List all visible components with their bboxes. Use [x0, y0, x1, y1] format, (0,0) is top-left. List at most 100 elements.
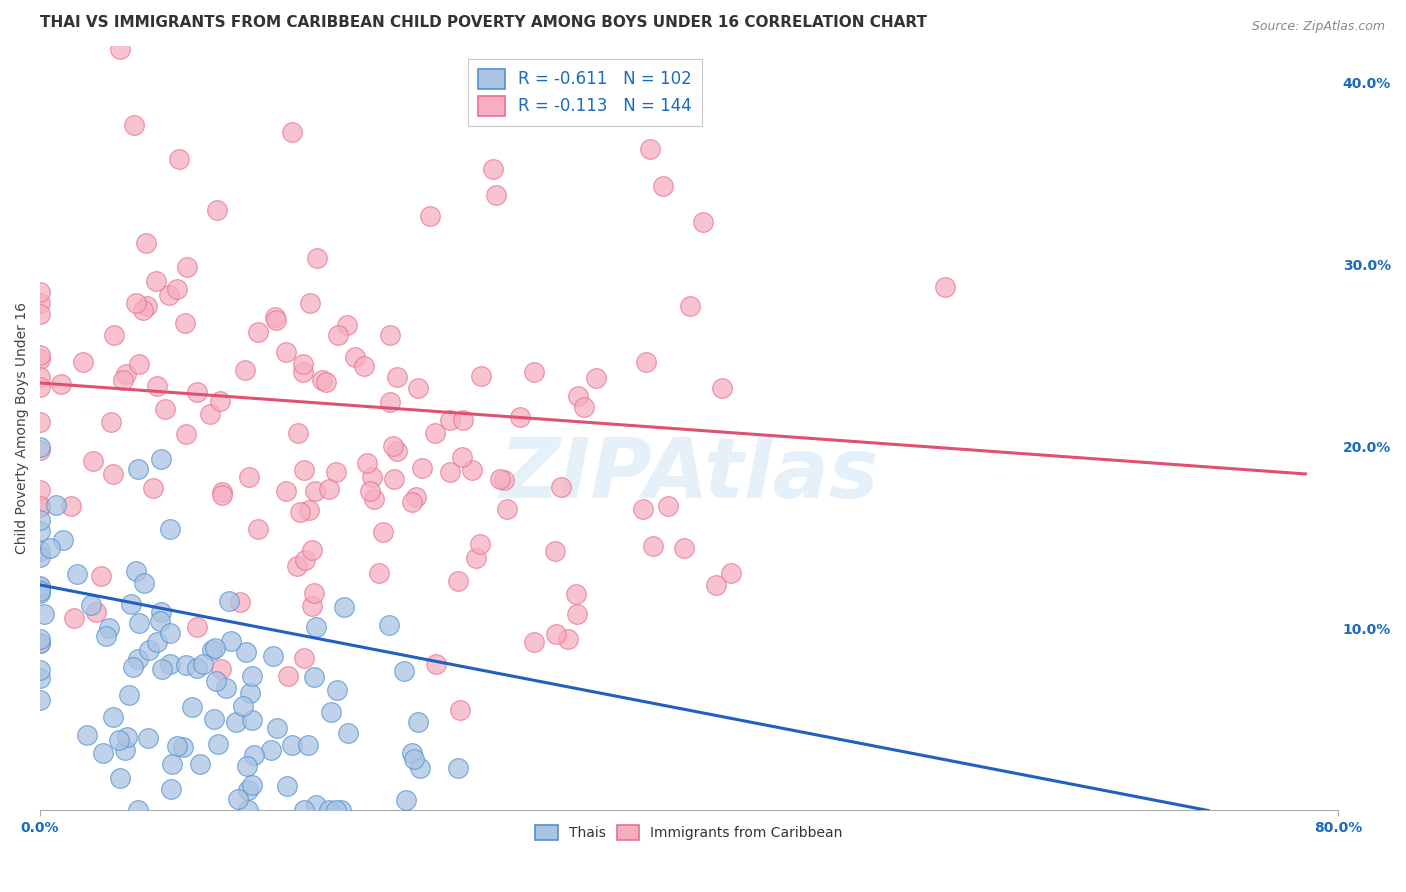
Point [166, 282, 188, 296]
Point [395, 793, 418, 807]
Point [174, 427, 197, 442]
Point [565, 587, 588, 601]
Point [318, 804, 340, 818]
Point [262, 648, 284, 663]
Point [114, 743, 136, 757]
Point [336, 318, 359, 333]
Point [30, 483, 52, 497]
Point [136, 731, 159, 746]
Point [159, 522, 181, 536]
Point [202, 712, 225, 726]
Point [301, 599, 323, 614]
Point [405, 491, 427, 505]
Point [439, 465, 461, 479]
Point [103, 328, 125, 343]
Point [453, 412, 475, 426]
Point [301, 543, 323, 558]
Point [657, 500, 679, 514]
Point [134, 576, 156, 591]
Point [305, 251, 328, 265]
Point [30, 352, 52, 367]
Point [52, 533, 75, 547]
Point [30, 549, 52, 564]
Point [638, 142, 661, 156]
Point [84, 605, 107, 619]
Point [186, 620, 208, 634]
Point [406, 715, 429, 730]
Point [292, 804, 315, 818]
Point [30, 579, 52, 593]
Point [127, 461, 149, 475]
Point [239, 686, 262, 700]
Point [485, 187, 508, 202]
Point [232, 698, 254, 713]
Point [710, 381, 733, 395]
Point [30, 524, 52, 538]
Point [692, 214, 714, 228]
Point [328, 327, 350, 342]
Point [460, 462, 482, 476]
Point [509, 410, 531, 425]
Point [292, 365, 315, 379]
Point [294, 552, 316, 566]
Point [63, 611, 86, 625]
Point [159, 626, 181, 640]
Point [401, 747, 423, 761]
Point [401, 495, 423, 509]
Point [101, 467, 124, 481]
Point [585, 371, 607, 385]
Point [186, 384, 208, 399]
Text: Source: ZipAtlas.com: Source: ZipAtlas.com [1251, 20, 1385, 33]
Point [218, 593, 240, 607]
Point [225, 715, 247, 730]
Point [382, 472, 405, 486]
Point [343, 350, 366, 364]
Point [30, 544, 52, 558]
Point [236, 782, 259, 797]
Point [30, 632, 52, 646]
Point [30, 583, 52, 598]
Point [150, 451, 173, 466]
Point [138, 643, 160, 657]
Point [373, 524, 395, 539]
Point [288, 505, 311, 519]
Point [240, 669, 263, 683]
Point [211, 485, 233, 500]
Point [319, 705, 342, 719]
Point [305, 620, 328, 634]
Point [30, 369, 52, 384]
Point [378, 327, 401, 342]
Point [228, 791, 250, 805]
Point [318, 483, 340, 497]
Point [49, 377, 72, 392]
Point [266, 721, 288, 735]
Point [482, 161, 505, 176]
Point [325, 465, 347, 479]
Point [280, 738, 302, 752]
Point [325, 804, 347, 818]
Point [361, 470, 384, 484]
Point [423, 425, 446, 440]
Point [30, 296, 52, 310]
Point [117, 731, 139, 745]
Point [360, 483, 382, 498]
Point [30, 671, 52, 685]
Point [211, 662, 233, 676]
Point [82, 454, 104, 468]
Point [127, 652, 149, 666]
Point [159, 657, 181, 672]
Point [30, 582, 52, 597]
Point [285, 559, 308, 574]
Point [294, 463, 316, 477]
Point [128, 615, 150, 630]
Point [238, 469, 260, 483]
Point [304, 484, 326, 499]
Point [247, 325, 270, 339]
Point [45, 498, 67, 512]
Point [572, 400, 595, 414]
Point [30, 348, 52, 362]
Point [128, 357, 150, 371]
Point [333, 600, 356, 615]
Point [329, 804, 352, 818]
Point [142, 481, 165, 495]
